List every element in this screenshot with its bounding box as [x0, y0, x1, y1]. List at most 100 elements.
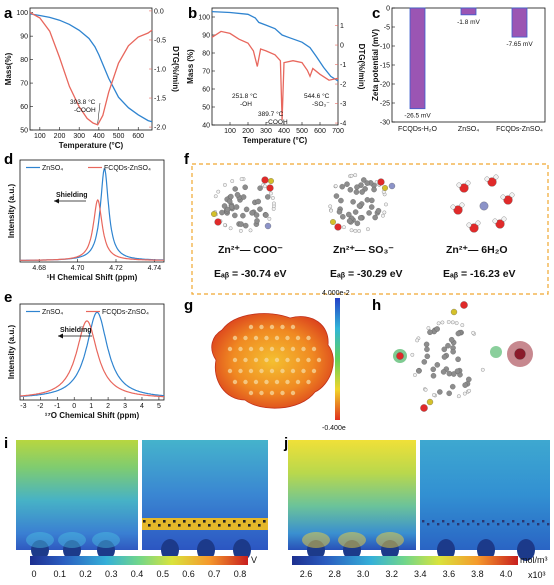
- interlayer-square: [188, 524, 191, 527]
- interlayer-square: [183, 520, 186, 523]
- f3-water-oxygen-3: [495, 219, 505, 229]
- plot-frame: [211, 7, 339, 126]
- h-hydrogen-atom: [415, 338, 420, 343]
- interlayer-square: [547, 523, 550, 526]
- interlayer-square: [537, 523, 540, 526]
- y-axis-label: Zeta potential (mV): [371, 29, 380, 101]
- esp-atom-dot: [232, 357, 238, 363]
- f3-water-hydrogen: [509, 192, 515, 198]
- f1-carbon-atom: [232, 212, 238, 219]
- h-carbon-atom: [423, 341, 430, 348]
- interlayer-square: [502, 520, 505, 523]
- f2-oxygen-atom: [377, 178, 385, 186]
- panel-label-a: a: [4, 5, 13, 22]
- annotation-b-group-0: -OH: [240, 101, 252, 108]
- y-tick-label: -30: [380, 120, 390, 127]
- colorbar-tick-label: 4.0: [500, 569, 513, 579]
- f1-hydrogen-atom: [269, 191, 273, 196]
- energy-zn-so3: Eₐᵦ = -30.29 eV: [330, 268, 403, 280]
- bar-1: [460, 7, 477, 16]
- y-tick-label: 70: [20, 81, 28, 88]
- interlayer-square: [223, 520, 226, 523]
- esp-atom-dot: [290, 368, 296, 374]
- field-j-left: [288, 440, 416, 550]
- interlayer-square: [437, 523, 440, 526]
- f1-carbon-atom: [232, 186, 238, 192]
- shielding-label: Shielding: [60, 327, 92, 334]
- f2-carbon-atom: [336, 209, 343, 215]
- h-sulfur-atom: [450, 308, 458, 316]
- interlayer-pattern-i: [143, 520, 266, 527]
- f3-water-hydrogen: [456, 182, 462, 188]
- f1-hydrogen-atom: [239, 229, 243, 233]
- h-carbon-atom: [424, 353, 431, 360]
- f2-hydrogen-atom: [381, 213, 385, 218]
- y2-tick-label: -4: [340, 121, 346, 128]
- esp-atom-dot: [243, 379, 248, 385]
- y-tick-label: 60: [202, 87, 210, 94]
- y2-tick-label: -1.5: [154, 96, 166, 103]
- electrode-bump: [31, 540, 49, 560]
- f3-water-oxygen-1: [487, 177, 497, 187]
- x-tick-label: 100: [34, 133, 46, 140]
- h-hydrogen-atom: [426, 326, 431, 330]
- shielding-label: Shielding: [56, 192, 88, 199]
- plot-frame: [19, 159, 165, 263]
- panel-h-molecule: [393, 301, 533, 412]
- x-category-label-0: FCQDs-H₂O: [398, 126, 437, 133]
- h-carbon-atom: [434, 326, 440, 332]
- electrode-bump: [517, 539, 535, 561]
- annotation-b-group-2: -SO₃⁻: [312, 101, 330, 108]
- h-hydrogen-atom: [446, 320, 451, 324]
- esp-atom-dot: [243, 357, 248, 363]
- interlayer-square: [263, 520, 266, 523]
- f2-carbon-atom: [346, 211, 352, 218]
- esp-atom-dot: [259, 368, 264, 374]
- esp-colorbar: [335, 298, 340, 420]
- h-carbon-atom: [427, 329, 433, 335]
- x-axis-label: ¹⁷O Chemical Shift (ppm): [45, 411, 140, 420]
- colorbar-tick-label: 0.1: [53, 569, 66, 579]
- x-axis-label: Temperature (°C): [59, 141, 124, 150]
- esp-atom-dot: [264, 379, 269, 385]
- series-line-1: [20, 198, 164, 261]
- y-tick-label: 50: [20, 128, 28, 135]
- colorbar-tick-label: 3.0: [357, 569, 370, 579]
- h-carbon-atom: [455, 356, 461, 363]
- electrode-bump: [63, 540, 81, 560]
- y2-axis-label: DTG(%/min): [357, 44, 366, 90]
- h-oxygen-atom: [420, 404, 428, 412]
- y-tick-label: 60: [20, 104, 28, 111]
- panel-g-esp-map: 4.000e-2 -0.400e: [211, 290, 350, 432]
- colorbar-tick-label: 2.8: [328, 569, 341, 579]
- y-tick-label: 90: [20, 34, 28, 41]
- f2-hydrogen-atom: [342, 225, 346, 230]
- h-carbon-atom: [437, 389, 443, 395]
- f3-water-oxygen-2: [503, 195, 513, 205]
- esp-atom-dot: [280, 346, 285, 352]
- f1-hydrogen-atom: [248, 228, 253, 233]
- f2-carbon-atom: [344, 181, 350, 187]
- interlayer-square: [253, 520, 256, 523]
- f2-carbon-atom: [354, 220, 361, 227]
- esp-atom-dot: [227, 346, 233, 352]
- y-tick-label: 100: [16, 10, 28, 17]
- esp-atom-dot: [259, 346, 264, 352]
- electrode-bump: [161, 539, 179, 561]
- x-tick-label: 600: [314, 128, 326, 135]
- chart-a-tga: 100 200 300 400 500 600 50 60 70 80 90 100 0.0 -0.5 -1…: [4, 7, 180, 150]
- esp-atom-dot: [295, 357, 301, 363]
- interlayer-square: [153, 520, 156, 523]
- colorbar-tick-label: 0.6: [182, 569, 195, 579]
- colorbar-tick-label: 2.6: [300, 569, 313, 579]
- x-tick-label: 600: [132, 133, 144, 140]
- f1-carbon-atom: [224, 206, 231, 213]
- h-carbon-atom: [441, 346, 448, 353]
- f2-hydrogen-atom: [353, 229, 358, 233]
- interlayer-square: [238, 524, 241, 527]
- x-tick-label: 1: [89, 403, 93, 410]
- f3-water-hydrogen: [465, 180, 471, 186]
- series-line-0: [20, 311, 165, 397]
- f2-hydrogen-atom: [357, 229, 361, 233]
- interlayer-square: [228, 524, 231, 527]
